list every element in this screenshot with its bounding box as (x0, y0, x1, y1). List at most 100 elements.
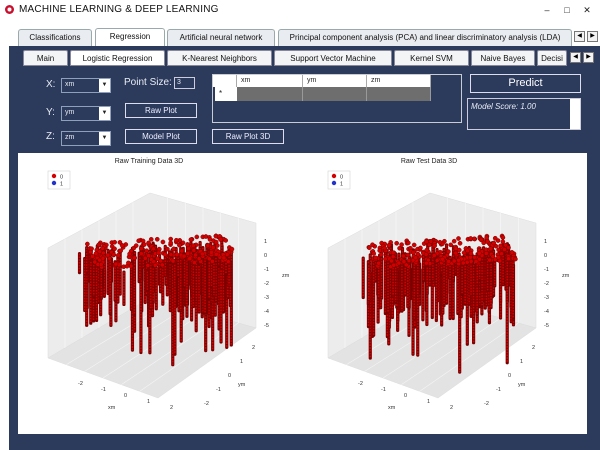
data-point (468, 236, 473, 241)
data-grid[interactable]: xm ym zm * (212, 74, 462, 123)
data-point (432, 243, 438, 248)
tab-k-nearest-neighbors[interactable]: K-Nearest Neighbors (167, 50, 272, 66)
data-point (142, 242, 147, 247)
x-tick-label: 1 (147, 399, 150, 405)
data-point (194, 234, 200, 240)
tab-scroll-right-icon[interactable]: ▶ (587, 31, 598, 42)
data-point (490, 254, 496, 259)
legend: 01 (327, 170, 351, 190)
y-tick-label: -2 (204, 401, 209, 407)
data-point (413, 255, 418, 261)
y-select[interactable]: ym ▼ (61, 106, 111, 121)
data-point (499, 251, 504, 257)
data-point (389, 258, 394, 264)
y-label: Y: (46, 107, 55, 118)
subtab-scroll-left-icon[interactable]: ◀ (570, 52, 581, 63)
subtab-scroll-right-icon[interactable]: ▶ (583, 52, 594, 63)
x-label: X: (46, 79, 56, 90)
x-tick-label: 2 (450, 405, 453, 411)
maximize-button[interactable]: □ (564, 5, 570, 15)
tab-support-vector-machine[interactable]: Support Vector Machine (274, 50, 392, 66)
grid-corner-header (213, 75, 237, 87)
y-tick-label: 0 (508, 373, 511, 379)
data-point (472, 254, 477, 260)
grid-col-ym[interactable]: ym (303, 75, 367, 87)
tab-artificial-neural-network[interactable]: Artificial neural network (167, 29, 275, 46)
chevron-down-icon[interactable]: ▼ (99, 107, 110, 120)
data-point (105, 252, 111, 258)
data-point (214, 251, 219, 257)
tab-pca-lda[interactable]: Principal component analysis (PCA) and l… (278, 29, 572, 46)
data-point (397, 246, 402, 251)
grid-new-row-cell[interactable] (237, 87, 303, 101)
data-point (382, 245, 388, 251)
z-tick-label: -5 (544, 323, 549, 329)
z-tick-label: 1 (264, 239, 267, 245)
legend-marker (51, 173, 57, 179)
minimize-button[interactable]: – (544, 5, 550, 15)
z-tick-label: -3 (544, 295, 549, 301)
x-axis-label: xm (388, 405, 396, 411)
model-score-scrollbar[interactable] (570, 99, 580, 129)
data-point (487, 257, 493, 263)
plot-title: Raw Training Data 3D (115, 158, 183, 165)
plot-0: Raw Training Data 3D0110-1-2-3-4-5zm-2-1… (47, 158, 290, 411)
data-point (117, 240, 123, 245)
chevron-down-icon[interactable]: ▼ (99, 132, 110, 145)
data-point (396, 260, 402, 266)
legend: 01 (47, 170, 71, 190)
legend-marker (331, 180, 337, 186)
data-point (424, 260, 429, 266)
y-tick-label: -2 (484, 401, 489, 407)
x-select[interactable]: xm ▼ (61, 78, 111, 93)
tab-scroll: ◀ ▶ (574, 31, 598, 42)
raw-plot-button[interactable]: Raw Plot (125, 103, 197, 118)
data-point (146, 253, 151, 259)
tab-logistic-regression[interactable]: Logistic Regression (70, 50, 165, 66)
y-tick-label: 0 (228, 373, 231, 379)
grid-new-row-cell[interactable] (303, 87, 367, 101)
data-point (154, 236, 160, 242)
data-point (132, 255, 137, 261)
tab-decision-tree[interactable]: Decisi (537, 50, 567, 66)
grid-col-xm[interactable]: xm (237, 75, 303, 87)
data-point (210, 245, 216, 250)
data-point (116, 252, 121, 258)
predict-button[interactable]: Predict (470, 74, 581, 93)
tab-regression[interactable]: Regression (95, 28, 165, 47)
data-point (165, 246, 170, 252)
data-point (451, 258, 457, 264)
x-tick-label: -1 (381, 387, 386, 393)
data-point (376, 260, 381, 266)
data-point (179, 248, 185, 254)
legend-label: 1 (340, 182, 343, 188)
y-tick-label: 1 (520, 359, 523, 365)
grid-col-zm[interactable]: zm (367, 75, 431, 87)
tab-kernel-svm[interactable]: Kernel SVM (394, 50, 469, 66)
grid-new-row-cell[interactable] (367, 87, 431, 101)
y-tick-label: -1 (216, 387, 221, 393)
z-select[interactable]: zm ▼ (61, 131, 111, 146)
close-button[interactable]: ✕ (583, 5, 591, 15)
data-point (434, 258, 440, 263)
data-point (491, 240, 497, 246)
model-plot-button[interactable]: Model Plot (125, 129, 197, 144)
point-size-input[interactable]: 3 (174, 77, 195, 89)
data-point (181, 253, 187, 259)
data-point (464, 259, 470, 265)
data-point (492, 257, 498, 262)
tab-scroll-left-icon[interactable]: ◀ (574, 31, 585, 42)
plots-svg: Raw Training Data 3D0110-1-2-3-4-5zm-2-1… (47, 158, 570, 411)
tab-classifications[interactable]: Classifications (18, 29, 92, 46)
data-point (185, 251, 191, 256)
data-point (196, 256, 202, 262)
data-point (446, 259, 451, 264)
tab-naive-bayes[interactable]: Naive Bayes (471, 50, 535, 66)
chevron-down-icon[interactable]: ▼ (99, 79, 110, 92)
tab-main[interactable]: Main (23, 50, 68, 66)
raw-plot-3d-button[interactable]: Raw Plot 3D (212, 129, 284, 144)
data-point (190, 243, 196, 248)
legend-marker (331, 173, 337, 179)
x-axis-label: xm (108, 405, 116, 411)
